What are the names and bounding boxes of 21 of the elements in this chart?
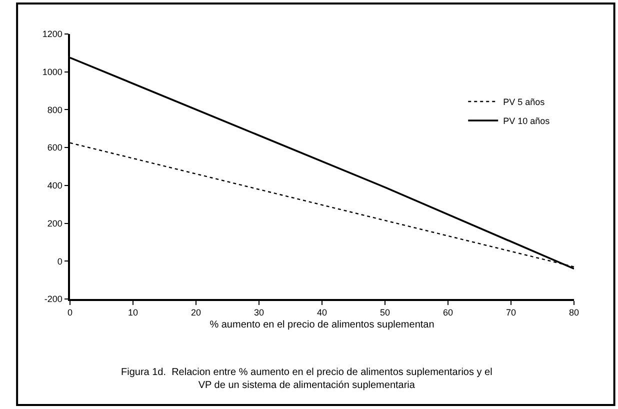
x-tick-label: 20 [190,308,202,318]
y-tick-label: 1000 [42,67,62,78]
x-tick-label: 70 [506,308,516,318]
y-tick-label: 200 [47,218,62,228]
x-tick-label: 0 [67,308,73,318]
y-tick-label: 0 [57,256,62,266]
x-tick-label: 60 [442,308,454,318]
x-tick-label: 40 [316,308,328,318]
x-tick-label: 50 [380,308,390,318]
legend-label: PV 5 años [503,97,546,108]
x-axis-title: % aumento en el precio de alimentos suplementan [210,320,434,331]
legend-label: PV 10 años [503,116,550,126]
y-tick-label: -200 [44,294,62,304]
text: Figura 1d. Relacion entre % aumento en el precio de alimentos suplementarios y el VP de un sistema de alimentación suplementaria [121,367,492,391]
x-tick-label: 30 [254,308,264,318]
y-tick-label: 800 [47,104,62,115]
y-tick-label: 1200 [42,29,62,40]
y-tick-label: 600 [47,142,62,153]
x-tick-label: 80 [568,308,580,318]
y-tick-label: 400 [47,180,62,191]
x-tick-label: 10 [128,308,138,318]
